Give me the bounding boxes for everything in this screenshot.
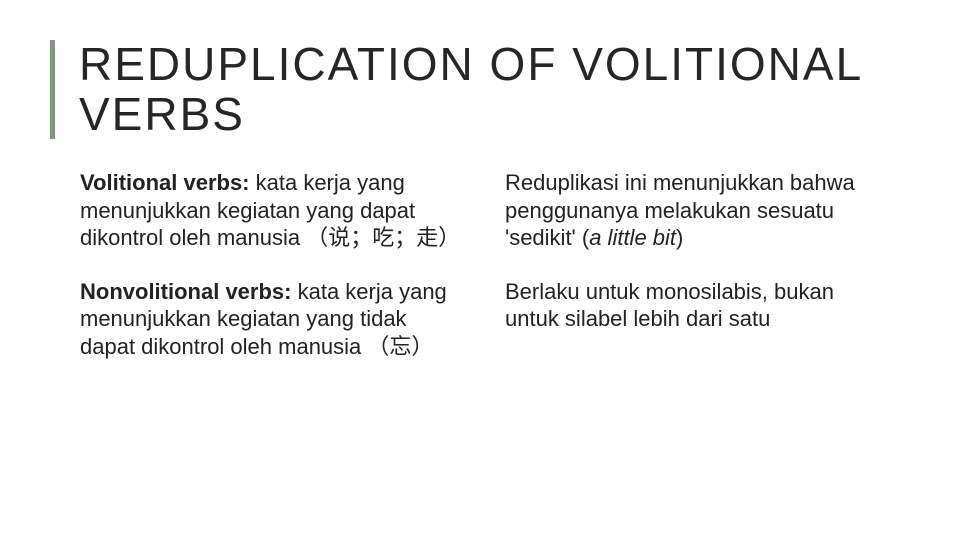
- monosyllabic-note: Berlaku untuk monosilabis, bukan untuk s…: [505, 278, 890, 333]
- title-wrap: REDUPLICATION OF VOLITIONAL VERBS: [50, 40, 890, 139]
- content-columns: Volitional verbs: kata kerja yang menunj…: [50, 169, 890, 360]
- accent-bar: [50, 40, 55, 139]
- reduplication-post: ): [676, 225, 683, 250]
- nonvolitional-term: Nonvolitional verbs:: [80, 279, 291, 304]
- reduplication-meaning: Reduplikasi ini menunjukkan bahwa penggu…: [505, 169, 890, 252]
- left-column: Volitional verbs: kata kerja yang menunj…: [80, 169, 465, 360]
- right-column: Reduplikasi ini menunjukkan bahwa penggu…: [505, 169, 890, 360]
- slide-title: REDUPLICATION OF VOLITIONAL VERBS: [79, 40, 890, 139]
- monosyllabic-text: Berlaku untuk monosilabis, bukan untuk s…: [505, 279, 834, 332]
- volitional-term: Volitional verbs:: [80, 170, 250, 195]
- reduplication-italic: a little bit: [589, 225, 676, 250]
- nonvolitional-definition: Nonvolitional verbs: kata kerja yang men…: [80, 278, 465, 361]
- slide: REDUPLICATION OF VOLITIONAL VERBS Voliti…: [0, 0, 960, 540]
- volitional-definition: Volitional verbs: kata kerja yang menunj…: [80, 169, 465, 252]
